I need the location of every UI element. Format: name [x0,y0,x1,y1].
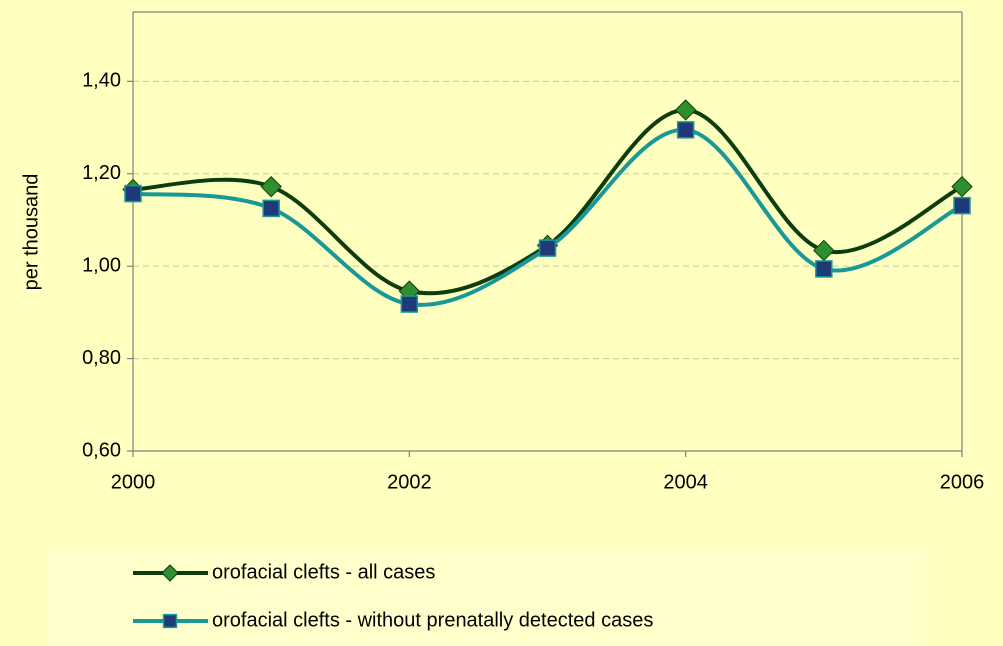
marker [400,295,419,313]
x-tick-label: 2004 [663,471,708,493]
y-tick-label: 1,00 [82,254,121,276]
legend-marker [161,564,179,582]
y-tick-label: 1,20 [82,162,121,184]
marker [124,184,142,203]
legend-label: orofacial clefts - without prenatally de… [212,609,653,631]
legend-marker [162,613,178,629]
marker [674,99,697,121]
marker [262,199,280,218]
marker [951,175,973,198]
y-tick-label: 0,60 [82,439,121,461]
legend-box [45,548,925,646]
marker [815,260,833,278]
x-tick-label: 2006 [940,471,985,493]
y-axis-label: per thousand [20,174,42,291]
legend-label: orofacial clefts - all cases [212,561,435,583]
y-tick-label: 1,40 [82,70,121,92]
y-tick-label: 0,80 [82,347,121,369]
marker [538,239,557,257]
x-tick-label: 2002 [387,471,432,493]
marker [260,175,282,198]
marker [676,121,695,139]
marker [953,196,971,215]
x-tick-label: 2000 [111,471,156,493]
